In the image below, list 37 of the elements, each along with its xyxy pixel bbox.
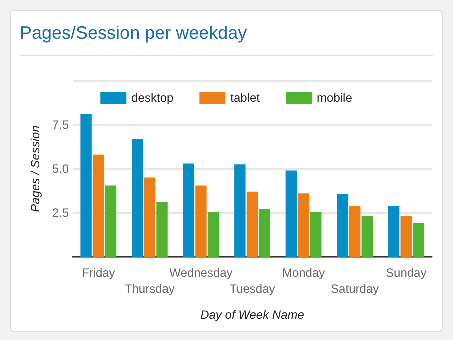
bar <box>80 114 92 257</box>
bar <box>362 216 374 257</box>
legend-label: mobile <box>317 91 353 105</box>
y-tick-label: 5.0 <box>52 162 70 176</box>
legend-label: desktop <box>132 91 174 105</box>
bar <box>310 212 322 257</box>
x-tick-label: Wednesday <box>170 266 233 280</box>
bar <box>196 186 207 257</box>
bar <box>105 186 117 257</box>
bar <box>400 216 412 257</box>
bar <box>132 139 144 257</box>
bar <box>388 206 400 257</box>
bar <box>349 206 361 257</box>
bar <box>259 209 270 257</box>
legend-label: tablet <box>230 91 261 105</box>
bar <box>93 154 104 257</box>
x-tick-label: Sunday <box>386 266 427 280</box>
bar <box>208 212 220 257</box>
bar <box>246 192 258 257</box>
bar <box>156 202 168 257</box>
bar <box>413 224 424 257</box>
y-axis-title: Pages / Session <box>28 125 42 212</box>
chart-title: Pages/Session per weekday <box>20 23 248 44</box>
bar <box>183 164 194 257</box>
x-tick-label: Friday <box>82 266 116 280</box>
y-tick-label: 2.5 <box>52 206 70 220</box>
bar <box>286 170 298 257</box>
x-tick-label: Monday <box>282 266 326 280</box>
x-tick-label: Tuesday <box>230 282 276 296</box>
bar <box>234 164 246 257</box>
bar <box>144 178 156 257</box>
y-tick-label: 7.5 <box>52 118 70 132</box>
x-tick-label: Saturday <box>331 282 380 296</box>
bar <box>298 194 310 257</box>
x-tick-label: Thursday <box>124 282 175 296</box>
x-axis-title: Day of Week Name <box>200 308 305 322</box>
bar <box>337 194 348 257</box>
